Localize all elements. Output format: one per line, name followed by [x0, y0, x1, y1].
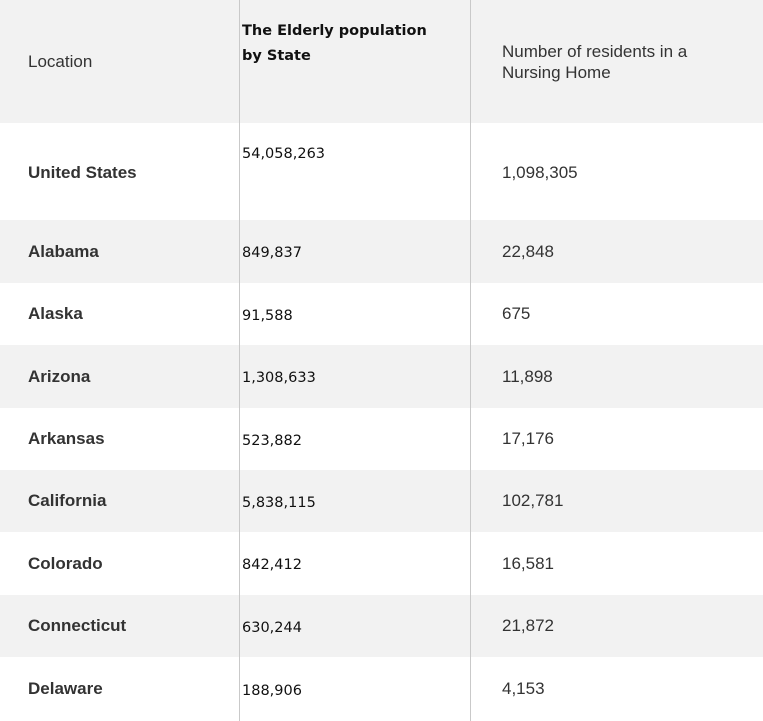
location-cell: Alaska [28, 304, 83, 323]
table-header-row: Location The Elderly population by State… [0, 0, 763, 123]
residents-cell: 17,176 [470, 408, 763, 470]
residents-cell: 22,848 [470, 220, 763, 283]
table-row: Arizona 1,308,633 11,898 [0, 345, 763, 408]
location-cell: Arizona [28, 366, 91, 386]
table-row: Colorado 842,412 16,581 [0, 532, 763, 595]
elderly-cell: 849,837 [239, 220, 470, 283]
residents-cell: 11,898 [470, 345, 763, 408]
residents-cell: 675 [470, 283, 763, 345]
location-cell: Alabama [28, 241, 99, 261]
location-cell: California [28, 491, 107, 510]
header-nursing-home-residents: Number of residents in a Nursing Home [470, 0, 763, 123]
location-cell: United States [28, 163, 137, 182]
elderly-cell: 630,244 [239, 595, 470, 657]
elderly-cell: 5,838,115 [239, 470, 470, 532]
residents-cell: 16,581 [470, 532, 763, 595]
elderly-cell: 523,882 [239, 408, 470, 470]
header-elderly-population: The Elderly population by State [239, 0, 470, 123]
location-cell: Delaware [28, 679, 103, 698]
location-cell: Connecticut [28, 616, 127, 635]
location-cell: Arkansas [28, 429, 105, 448]
elderly-cell: 54,058,263 [239, 123, 470, 220]
elderly-cell: 188,906 [239, 657, 470, 721]
residents-cell: 102,781 [470, 470, 763, 532]
header-location: Location [28, 51, 93, 71]
table-row: Alaska 91,588 675 [0, 283, 763, 345]
table-row: Alabama 849,837 22,848 [0, 220, 763, 283]
elderly-cell: 1,308,633 [239, 345, 470, 408]
elderly-cell: 91,588 [239, 283, 470, 345]
residents-cell: 21,872 [470, 595, 763, 657]
table-row: Arkansas 523,882 17,176 [0, 408, 763, 470]
elderly-cell: 842,412 [239, 532, 470, 595]
table-row: Delaware 188,906 4,153 [0, 657, 763, 721]
table-row: California 5,838,115 102,781 [0, 470, 763, 532]
residents-cell: 4,153 [470, 657, 763, 721]
residents-cell: 1,098,305 [470, 123, 763, 220]
table-row: United States 54,058,263 1,098,305 [0, 123, 763, 220]
location-cell: Colorado [28, 553, 103, 573]
table-row: Connecticut 630,244 21,872 [0, 595, 763, 657]
